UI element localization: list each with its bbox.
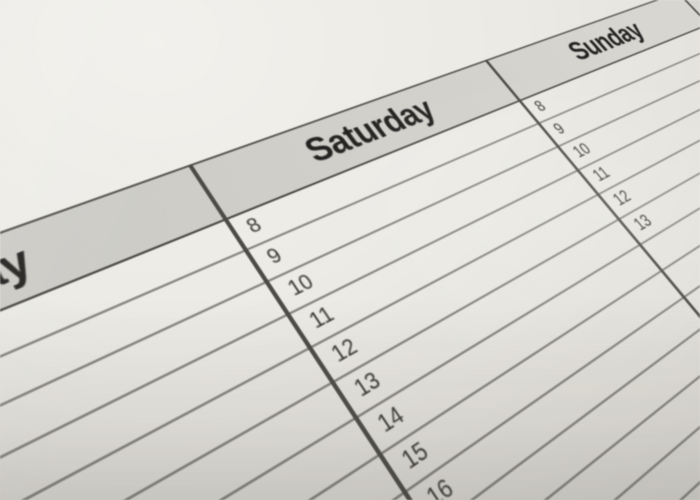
planner-photo: ay Saturday 8 9 10 11 12 13 14 15 16 Sunday 8 9 10 11 12… xyxy=(0,0,700,500)
planner-sheet: ay Saturday 8 9 10 11 12 13 14 15 16 Sunday 8 9 10 11 12… xyxy=(0,0,700,500)
paper-background: ay Saturday 8 9 10 11 12 13 14 15 16 Sunday 8 9 10 11 12… xyxy=(0,0,700,500)
